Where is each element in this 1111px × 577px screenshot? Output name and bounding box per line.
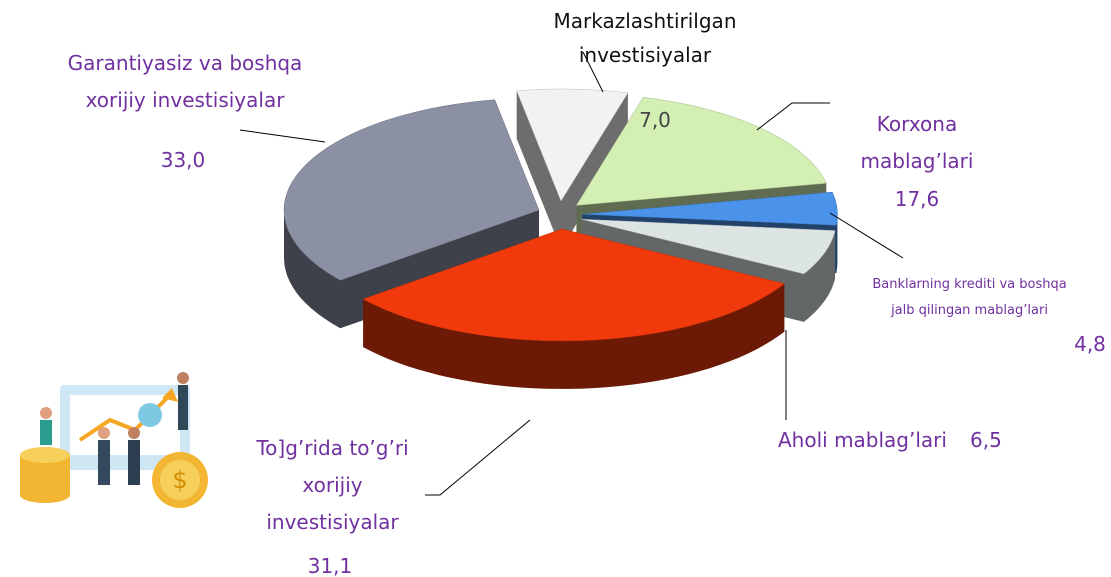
slice-label: Korxona mablag’lari [860, 112, 974, 173]
pie-slice [581, 218, 836, 275]
slice-label: Banklarning krediti va boshqa jalb qilin… [872, 277, 1067, 318]
pie-slice [283, 99, 540, 281]
value-label: 7,0 [639, 108, 671, 132]
slice-label: Garantiyasiz va boshqa xorijiy investisi… [67, 51, 303, 112]
slice-label: To]g’rida to’g’ri xorijiy investisiyalar [256, 436, 409, 534]
illustration: $ [20, 372, 208, 508]
slice-label: Aholi mablag’lari [778, 428, 947, 452]
slice-label: Markazlashtirilgan investisiyalar [553, 9, 737, 67]
value-label: 17,6 [894, 187, 940, 211]
value-label: 33,0 [160, 148, 206, 172]
pie-slice [516, 88, 629, 202]
value-label: 4,8 [1074, 332, 1106, 356]
pie-slice [582, 191, 838, 226]
pie-slice [575, 97, 827, 206]
pie-slice [362, 228, 785, 342]
value-label: 6,5 [970, 428, 1002, 452]
leader-lines [239, 51, 904, 496]
value-label: 31,1 [307, 554, 353, 577]
svg-text:$: $ [172, 466, 187, 494]
